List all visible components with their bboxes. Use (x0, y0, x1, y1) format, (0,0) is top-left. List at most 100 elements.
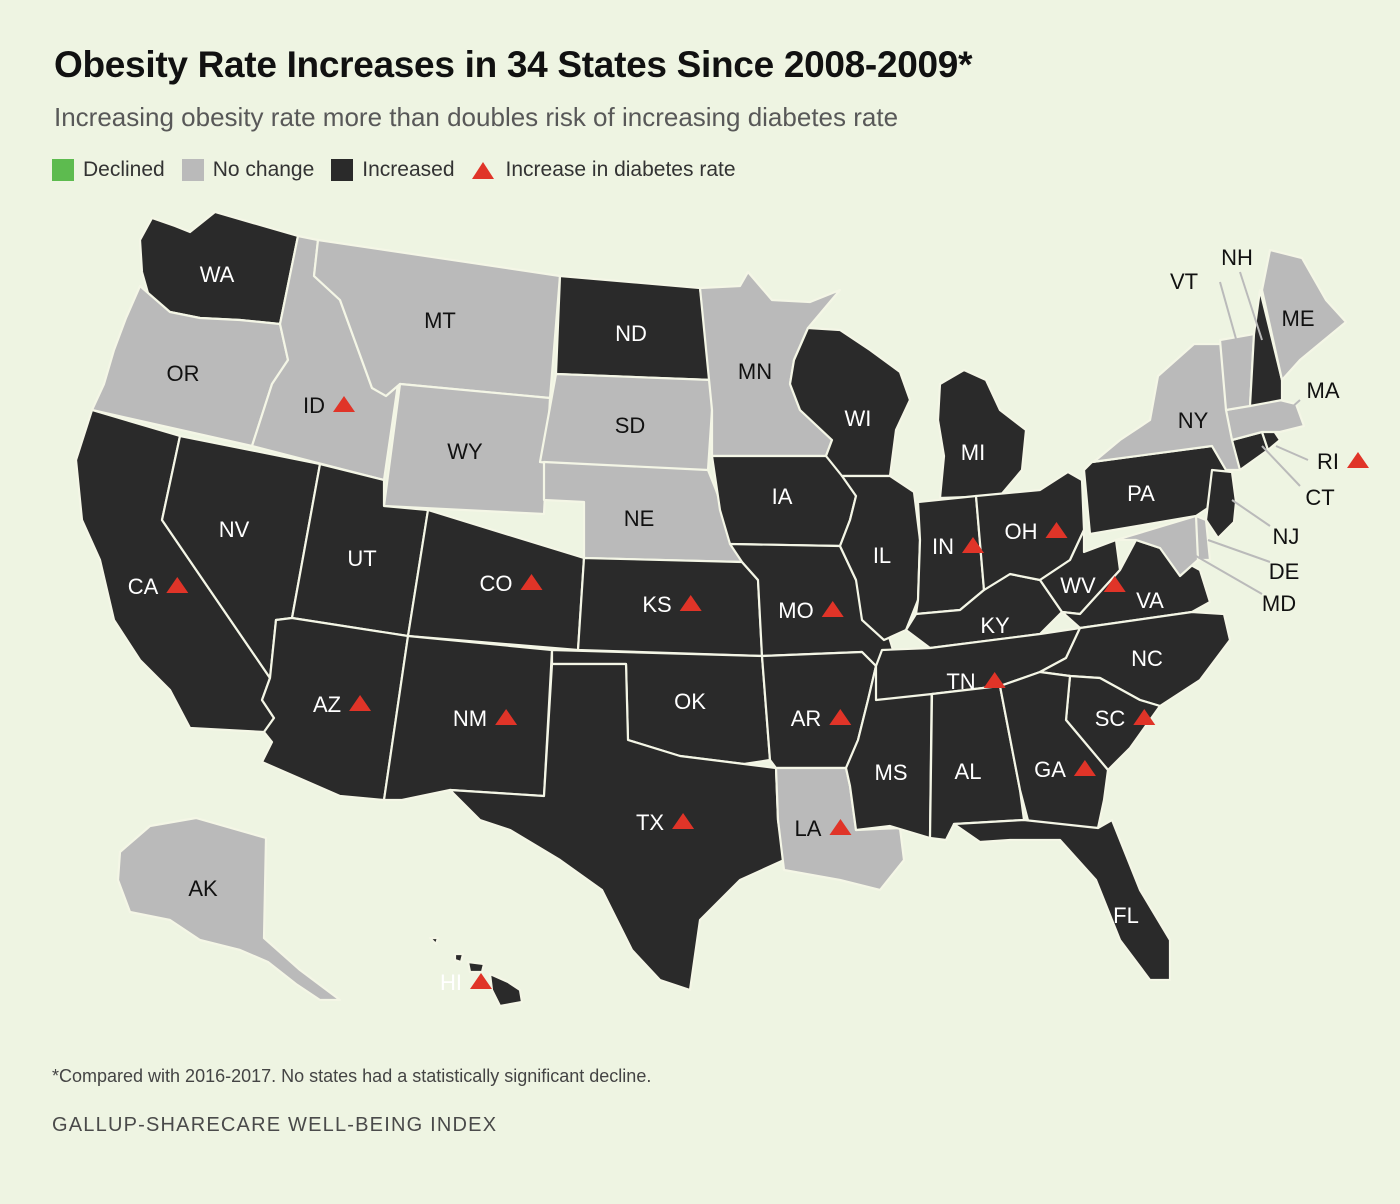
state-label-vt: VT (1170, 269, 1198, 294)
state-label-wy: WY (447, 439, 483, 464)
diabetes-triangle-hi (470, 973, 492, 989)
leader-line (1207, 539, 1271, 563)
state-mi (936, 368, 1028, 500)
state-label-nh: NH (1221, 245, 1253, 270)
state-label-mn: MN (738, 359, 772, 384)
leader-line (1275, 445, 1309, 461)
state-fl (952, 818, 1172, 982)
state-label-la: LA (795, 816, 822, 841)
state-label-ct: CT (1305, 485, 1334, 510)
diabetes-triangle-la (829, 819, 852, 835)
chart-title: Obesity Rate Increases in 34 States Sinc… (54, 44, 973, 85)
state-label-il: IL (873, 543, 891, 568)
state-label-ak: AK (188, 876, 218, 901)
leader-line (1231, 499, 1271, 527)
state-nj (1204, 468, 1238, 540)
state-label-ri: RI (1317, 449, 1339, 474)
state-label-tx: TX (636, 810, 664, 835)
source: GALLUP-SHARECARE WELL-BEING INDEX (52, 1114, 498, 1136)
legend: Declined No change Increased Increase in… (52, 158, 753, 182)
state-hi (428, 936, 524, 1008)
state-label-nc: NC (1131, 646, 1163, 671)
state-labels: WA OR CA NV ID MT WY UT AZ CO NM ND SD NE KS OK TX MN IA MO… (128, 245, 1369, 995)
state-label-pa: PA (1127, 481, 1155, 506)
leader-line (1261, 445, 1301, 487)
diabetes-triangle-icon (471, 161, 494, 179)
state-label-ca: CA (128, 574, 159, 599)
state-tx (448, 662, 786, 992)
diabetes-triangle-ga (1073, 760, 1096, 776)
state-label-ma: MA (1307, 378, 1340, 403)
state-label-de: DE (1269, 559, 1300, 584)
state-label-oh: OH (1005, 519, 1038, 544)
state-md (1114, 514, 1200, 578)
legend-no-change-label: No change (212, 158, 315, 181)
state-nh (1248, 288, 1284, 408)
state-label-wa: WA (200, 262, 235, 287)
state-ga (998, 670, 1110, 830)
diabetes-triangle-sc (1133, 709, 1156, 725)
diabetes-triangle-in (962, 537, 984, 553)
diabetes-triangle-ca (166, 577, 189, 593)
state-label-ny: NY (1178, 408, 1209, 433)
state-ny (1090, 342, 1242, 472)
increased-swatch (331, 159, 354, 181)
state-label-sc: SC (1095, 706, 1126, 731)
state-label-tn: TN (946, 669, 975, 694)
state-label-sd: SD (615, 413, 646, 438)
state-label-mt: MT (424, 308, 456, 333)
state-label-in: IN (932, 534, 954, 559)
state-label-fl: FL (1113, 903, 1139, 928)
state-label-nv: NV (219, 517, 250, 542)
state-ak (116, 816, 342, 1002)
state-label-va: VA (1136, 588, 1164, 613)
state-me (1260, 248, 1348, 382)
diabetes-triangle-az (349, 695, 372, 711)
diabetes-triangle-tx (672, 813, 695, 829)
legend-increased-label: Increased (362, 158, 455, 181)
state-label-ms: MS (875, 760, 908, 785)
state-label-or: OR (167, 361, 200, 386)
declined-swatch (52, 159, 74, 181)
footnote: *Compared with 2016-2017. No states had … (52, 1066, 652, 1086)
state-mt (312, 238, 562, 400)
state-label-nm: NM (453, 706, 487, 731)
leader-line (1195, 555, 1263, 595)
state-label-az: AZ (313, 692, 341, 717)
leader-line (1219, 281, 1239, 347)
state-label-me: ME (1282, 306, 1315, 331)
state-shapes (74, 210, 1348, 1008)
diabetes-triangle-id (333, 396, 355, 412)
state-label-mi: MI (961, 440, 985, 465)
legend-declined-label: Declined (83, 158, 165, 181)
state-label-ok: OK (674, 689, 706, 714)
state-label-ia: IA (772, 484, 793, 509)
state-label-hi: HI (440, 970, 462, 995)
state-label-nd: ND (615, 321, 647, 346)
diabetes-triangle-co (520, 574, 543, 590)
leader-lines (1195, 271, 1309, 595)
legend-diabetes: Increase in diabetes rate (471, 158, 736, 182)
legend-no-change: No change (181, 158, 315, 182)
diabetes-triangle-oh (1045, 522, 1068, 538)
state-label-ar: AR (791, 706, 822, 731)
state-label-al: AL (955, 759, 982, 784)
diabetes-triangle-ks (679, 595, 702, 611)
state-label-co: CO (480, 571, 513, 596)
state-label-id: ID (303, 393, 325, 418)
state-label-ga: GA (1034, 757, 1066, 782)
diabetes-triangle-tn (983, 672, 1006, 688)
leader-line (1239, 271, 1263, 341)
legend-diabetes-label: Increase in diabetes rate (505, 158, 736, 181)
diabetes-triangle-ar (829, 709, 852, 725)
state-label-nj: NJ (1273, 524, 1300, 549)
diabetes-triangle-nm (495, 709, 518, 725)
state-label-ne: NE (624, 506, 655, 531)
state-label-ky: KY (980, 613, 1010, 638)
state-label-ks: KS (642, 592, 671, 617)
no-change-swatch (181, 159, 204, 181)
chart-subtitle: Increasing obesity rate more than double… (54, 102, 899, 132)
state-label-mo: MO (778, 598, 813, 623)
state-label-md: MD (1262, 591, 1296, 616)
